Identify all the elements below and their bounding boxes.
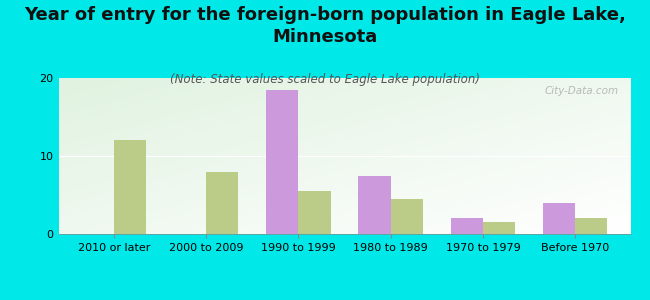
Text: (Note: State values scaled to Eagle Lake population): (Note: State values scaled to Eagle Lake… [170,74,480,86]
Bar [266,90,298,234]
Bar [575,218,608,234]
Bar [114,140,146,234]
Bar [391,199,423,234]
Text: City-Data.com: City-Data.com [545,86,619,96]
Bar [543,203,575,234]
Bar [483,222,515,234]
Text: Year of entry for the foreign-born population in Eagle Lake,
Minnesota: Year of entry for the foreign-born popul… [24,6,626,46]
Bar [450,218,483,234]
Bar [298,191,331,234]
Bar [206,172,239,234]
Bar [358,176,391,234]
